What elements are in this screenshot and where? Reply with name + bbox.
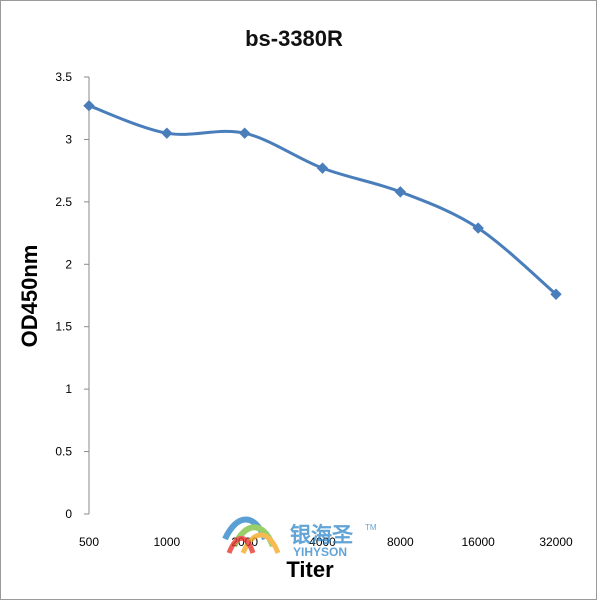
data-point xyxy=(394,186,407,198)
chart-title: bs-3380R xyxy=(245,26,343,51)
brand-name-en: YIHYSON xyxy=(293,545,347,559)
series-line xyxy=(87,104,558,296)
y-tick-label: 0.5 xyxy=(55,445,72,459)
data-point xyxy=(550,288,562,300)
x-tick-label: 8000 xyxy=(387,535,414,549)
series-group xyxy=(83,100,562,300)
y-tick-label: 1 xyxy=(65,382,72,396)
x-axis-title: Titer xyxy=(286,557,334,582)
data-point xyxy=(238,127,251,139)
brand-name-cn: 银海圣 xyxy=(290,523,354,547)
y-tick-label: 2.5 xyxy=(55,195,72,209)
y-axis-title: OD450nm xyxy=(17,245,42,348)
y-tick-label: 2 xyxy=(65,257,72,271)
y-axis: 0 0.5 1 1.5 2 2.5 3 3.5 xyxy=(55,70,90,521)
y-tick-label: 3 xyxy=(65,132,72,146)
y-tick-label: 0 xyxy=(65,507,72,521)
data-point xyxy=(316,162,329,174)
data-point xyxy=(472,222,484,234)
y-tick-label: 3.5 xyxy=(55,70,72,84)
y-tick-label: 1.5 xyxy=(55,320,72,334)
x-tick-label: 1000 xyxy=(153,535,180,549)
brand-watermark: 银海圣 YIHYSON TM xyxy=(222,516,377,559)
x-tick-label: 500 xyxy=(79,535,99,549)
data-point xyxy=(161,127,173,139)
x-tick-label: 4000 xyxy=(309,535,336,549)
data-point xyxy=(83,100,95,112)
x-tick-label: 32000 xyxy=(539,535,573,549)
brand-logo-mark xyxy=(222,516,281,555)
trademark-mark: TM xyxy=(365,523,377,532)
x-tick-label: 16000 xyxy=(461,535,495,549)
